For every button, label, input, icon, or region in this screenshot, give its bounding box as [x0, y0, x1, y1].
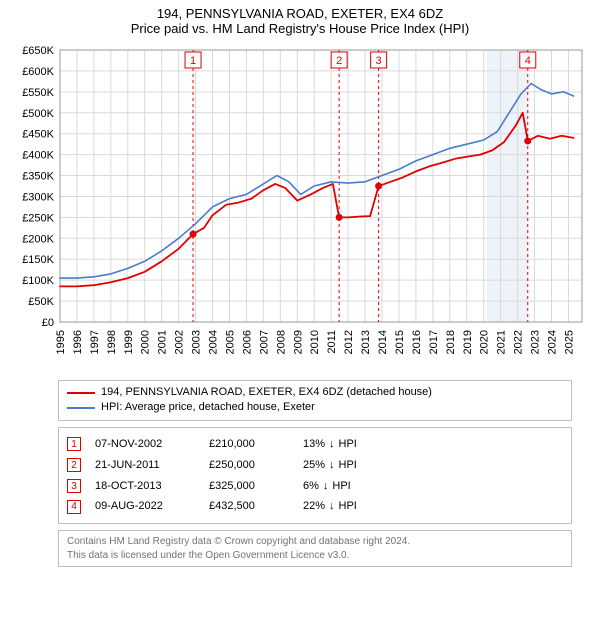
chart-plot: £0 £50K £100K £150K £200K £250K £300K £350K £400…: [8, 42, 592, 372]
svg-text:2011: 2011: [326, 330, 338, 354]
sale-badge: 2: [67, 458, 81, 472]
legend: 194, PENNSYLVANIA ROAD, EXETER, EX4 6DZ …: [58, 380, 572, 421]
svg-text:2003: 2003: [191, 330, 203, 354]
sale-price: £210,000: [209, 434, 289, 455]
chart-subtitle: Price paid vs. HM Land Registry's House …: [8, 21, 592, 36]
sale-diff-pct: 22%: [303, 496, 325, 517]
sale-badge: 3: [67, 479, 81, 493]
svg-text:£200K: £200K: [22, 233, 54, 245]
svg-text:2007: 2007: [258, 330, 270, 354]
svg-text:2002: 2002: [174, 330, 186, 354]
svg-text:2009: 2009: [292, 330, 304, 354]
svg-text:2024: 2024: [546, 330, 558, 354]
svg-text:£100K: £100K: [22, 275, 54, 287]
sale-price: £432,500: [209, 496, 289, 517]
sale-price: £325,000: [209, 476, 289, 497]
legend-row: 194, PENNSYLVANIA ROAD, EXETER, EX4 6DZ …: [67, 385, 563, 400]
svg-text:2017: 2017: [428, 330, 440, 354]
svg-text:2023: 2023: [530, 330, 542, 354]
svg-text:2001: 2001: [157, 330, 169, 354]
svg-text:£250K: £250K: [22, 212, 54, 224]
sale-diff-pct: 13%: [303, 434, 325, 455]
svg-text:1997: 1997: [89, 330, 101, 354]
svg-text:£650K: £650K: [22, 45, 54, 57]
svg-text:£350K: £350K: [22, 171, 54, 183]
footer-attribution: Contains HM Land Registry data © Crown c…: [58, 530, 572, 567]
svg-text:£550K: £550K: [22, 87, 54, 99]
svg-text:1995: 1995: [55, 330, 67, 354]
svg-text:£0: £0: [42, 317, 54, 329]
sale-diff: 13%↓HPI: [303, 434, 403, 455]
sale-date: 07-NOV-2002: [95, 434, 195, 455]
sales-table: 107-NOV-2002£210,00013%↓HPI221-JUN-2011£…: [58, 427, 572, 525]
svg-text:2012: 2012: [343, 330, 355, 354]
svg-text:2021: 2021: [496, 330, 508, 354]
legend-swatch: [67, 392, 95, 394]
chart-svg: £0 £50K £100K £150K £200K £250K £300K £350K £400…: [8, 42, 592, 372]
sale-diff-pct: 6%: [303, 476, 319, 497]
sale-row: 2 21-JUN-2011 £250,000 25%↓HPI: [67, 455, 563, 476]
footer-line-1: Contains HM Land Registry data © Crown c…: [67, 535, 563, 549]
svg-text:2015: 2015: [394, 330, 406, 354]
sale-date: 18-OCT-2013: [95, 476, 195, 497]
sale-badge: 1: [67, 437, 81, 451]
svg-text:2004: 2004: [208, 330, 220, 354]
legend-swatch: [67, 407, 95, 409]
svg-text:£600K: £600K: [22, 66, 54, 78]
chart-container: 194, PENNSYLVANIA ROAD, EXETER, EX4 6DZ …: [0, 0, 600, 575]
svg-text:2008: 2008: [275, 330, 287, 354]
sale-diff-suffix: HPI: [339, 455, 357, 476]
legend-label: 194, PENNSYLVANIA ROAD, EXETER, EX4 6DZ …: [101, 385, 432, 400]
svg-text:£400K: £400K: [22, 150, 54, 162]
sale-diff: 25%↓HPI: [303, 455, 403, 476]
down-arrow-icon: ↓: [329, 434, 335, 455]
sale-diff-suffix: HPI: [339, 434, 357, 455]
sale-diff-suffix: HPI: [332, 476, 350, 497]
sale-row: 1 07-NOV-2002 £210,000 13%↓HPI: [67, 434, 563, 455]
svg-text:2025: 2025: [563, 330, 575, 354]
svg-text:£150K: £150K: [22, 254, 54, 266]
svg-text:£300K: £300K: [22, 191, 54, 203]
svg-text:2019: 2019: [462, 330, 474, 354]
sale-diff: 22%↓HPI: [303, 496, 403, 517]
svg-text:1996: 1996: [72, 330, 84, 354]
legend-label: HPI: Average price, detached house, Exet…: [101, 400, 315, 415]
legend-row: HPI: Average price, detached house, Exet…: [67, 400, 563, 415]
svg-text:£50K: £50K: [28, 296, 54, 308]
svg-text:2014: 2014: [377, 330, 389, 354]
svg-text:1999: 1999: [123, 330, 135, 354]
svg-text:4: 4: [525, 55, 531, 67]
down-arrow-icon: ↓: [329, 455, 335, 476]
sale-diff-suffix: HPI: [339, 496, 357, 517]
svg-text:£450K: £450K: [22, 129, 54, 141]
sale-diff: 6%↓HPI: [303, 476, 403, 497]
sale-diff-pct: 25%: [303, 455, 325, 476]
sale-date: 21-JUN-2011: [95, 455, 195, 476]
svg-text:2020: 2020: [479, 330, 491, 354]
sale-row: 3 18-OCT-2013 £325,000 6%↓HPI: [67, 476, 563, 497]
svg-text:£500K: £500K: [22, 108, 54, 120]
sale-row: 4 09-AUG-2022 £432,500 22%↓HPI: [67, 496, 563, 517]
svg-text:2: 2: [336, 55, 342, 67]
sale-badge: 4: [67, 500, 81, 514]
chart-title: 194, PENNSYLVANIA ROAD, EXETER, EX4 6DZ: [8, 6, 592, 21]
svg-text:2000: 2000: [140, 330, 152, 354]
sale-price: £250,000: [209, 455, 289, 476]
footer-line-2: This data is licensed under the Open Gov…: [67, 549, 563, 563]
svg-text:2016: 2016: [411, 330, 423, 354]
down-arrow-icon: ↓: [329, 496, 335, 517]
svg-text:1998: 1998: [106, 330, 118, 354]
sale-date: 09-AUG-2022: [95, 496, 195, 517]
svg-text:3: 3: [376, 55, 382, 67]
svg-text:2013: 2013: [360, 330, 372, 354]
down-arrow-icon: ↓: [323, 476, 329, 497]
svg-text:2018: 2018: [445, 330, 457, 354]
svg-text:2005: 2005: [224, 330, 236, 354]
svg-text:2006: 2006: [241, 330, 253, 354]
svg-text:1: 1: [190, 55, 196, 67]
svg-text:2010: 2010: [309, 330, 321, 354]
svg-text:2022: 2022: [513, 330, 525, 354]
